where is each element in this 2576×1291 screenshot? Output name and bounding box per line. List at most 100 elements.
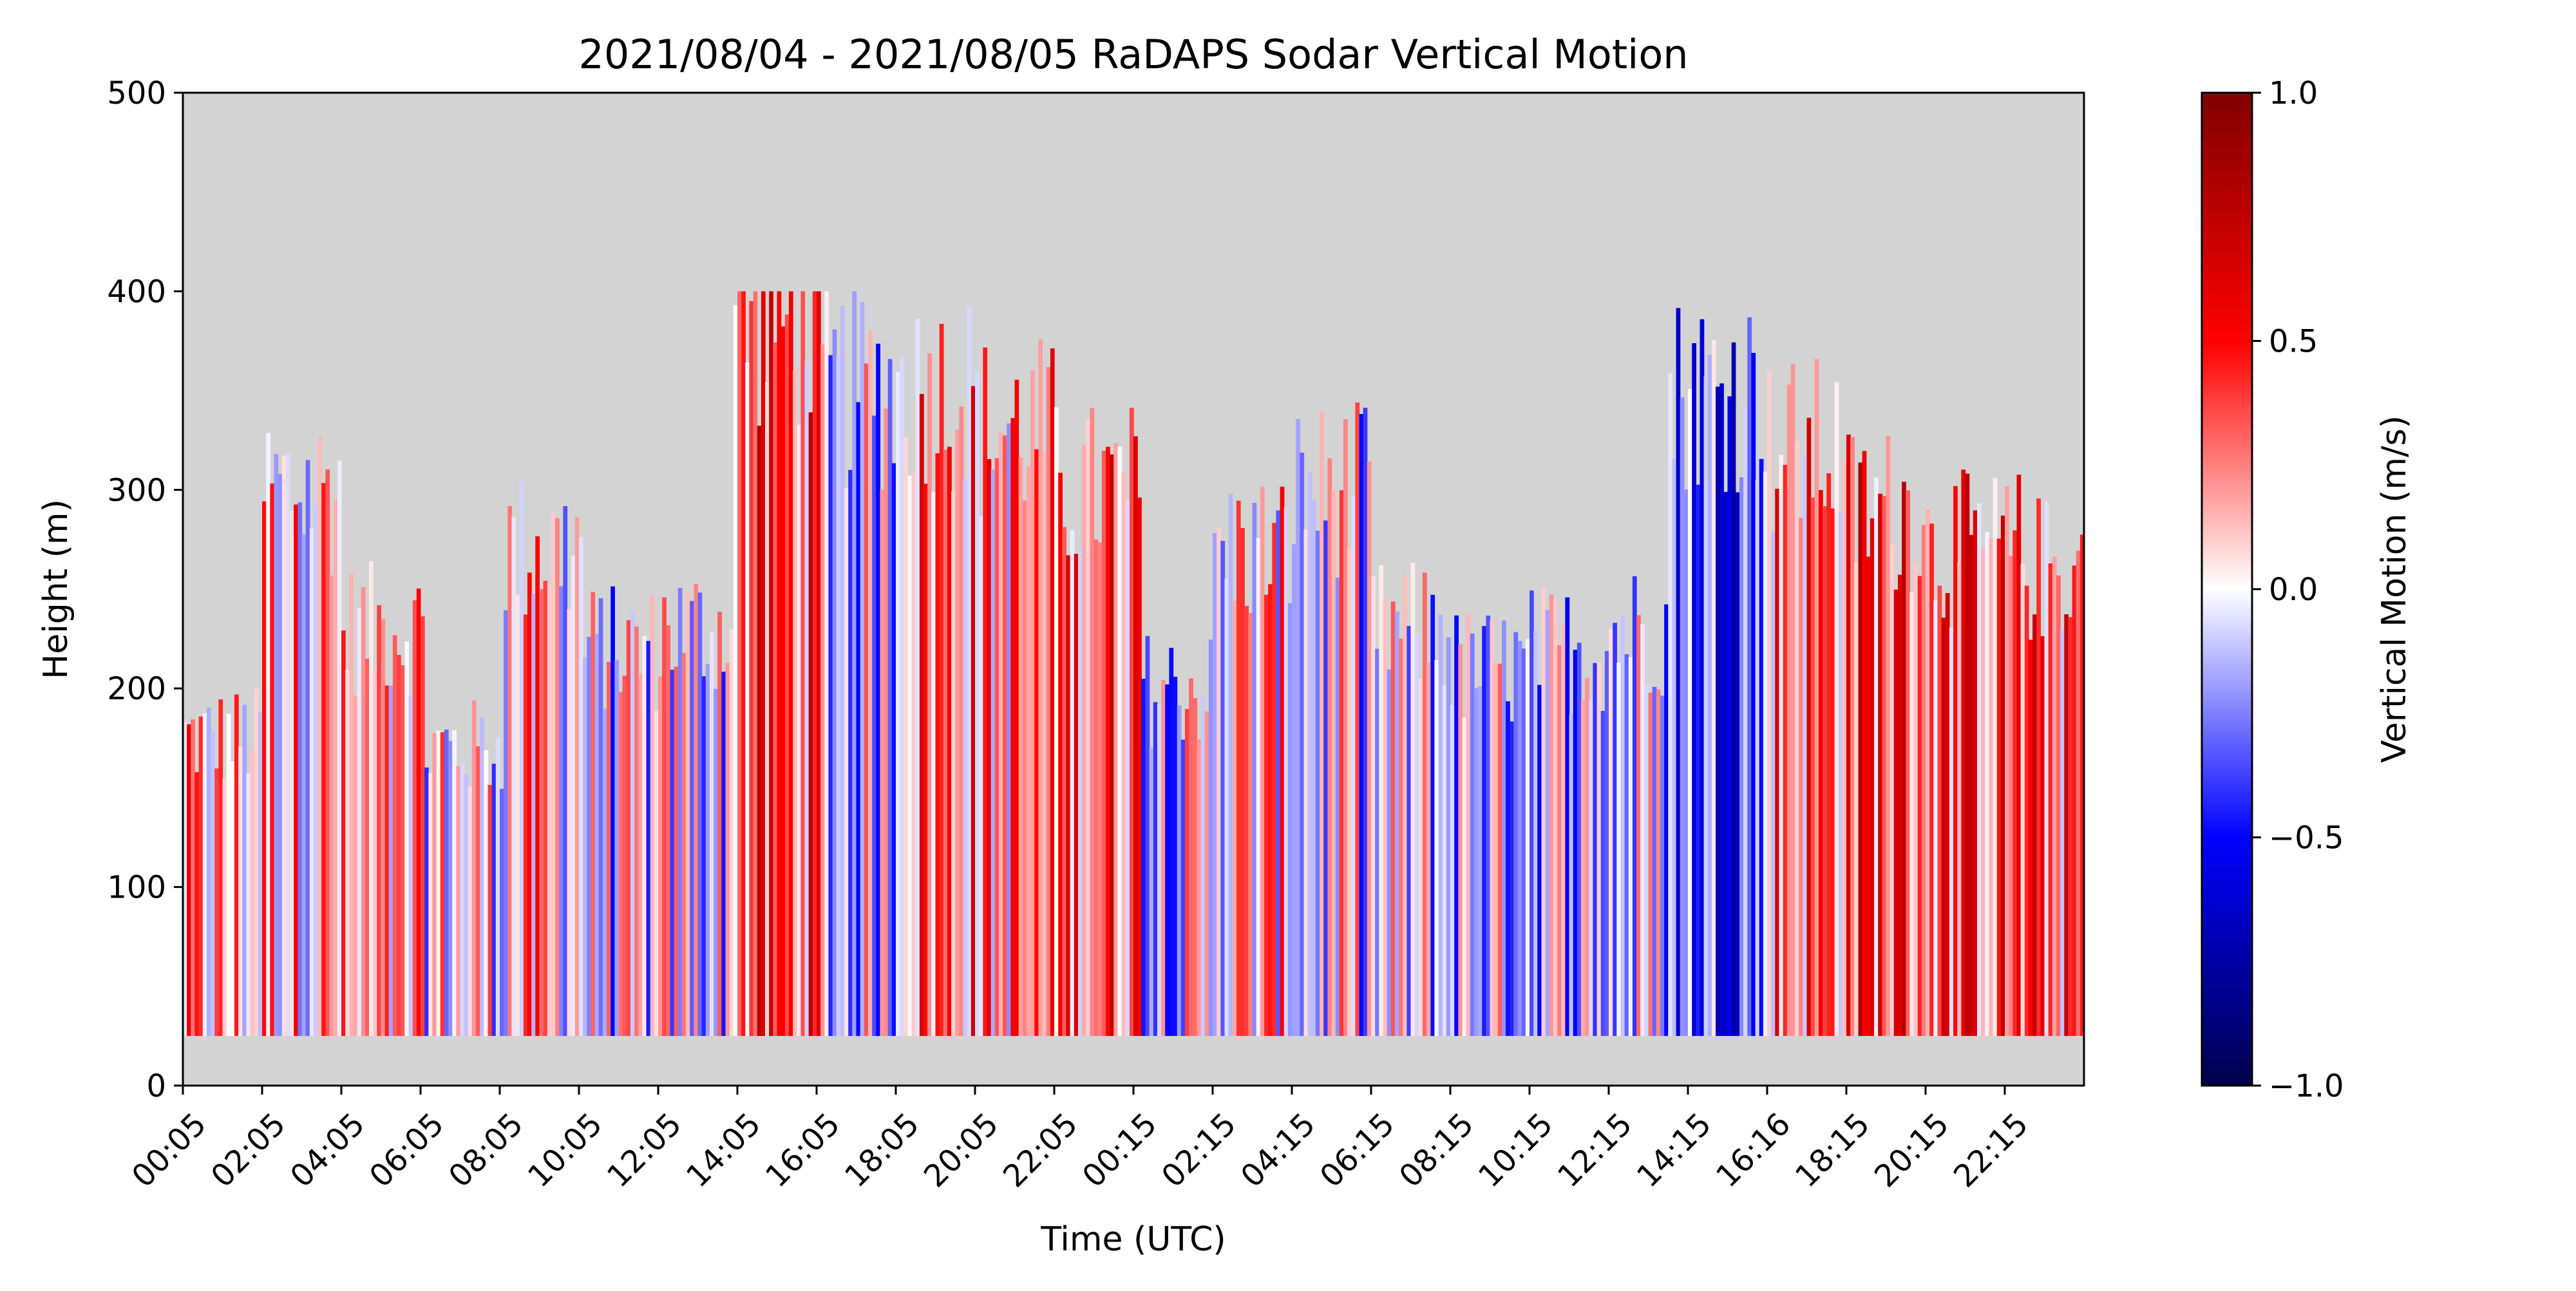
x-tick-label: 04:15 [1234,1106,1322,1194]
heatmap-column [424,768,429,1036]
heatmap-column [904,437,909,1036]
x-tick-label: 06:05 [363,1106,451,1194]
heatmap-column [836,355,841,1036]
heatmap-column [1814,359,1819,1036]
heatmap-column [1390,601,1396,1036]
heatmap-column [1339,490,1344,1036]
heatmap-column [1446,637,1451,1036]
x-tick-label: 06:15 [1313,1106,1401,1194]
heatmap-column [1014,379,1019,1036]
heatmap-column [504,610,508,1036]
heatmap-column [951,491,956,1036]
heatmap-column [1256,538,1261,1036]
heatmap-column [654,711,659,1036]
heatmap-column [1153,702,1158,1036]
heatmap-column [753,291,758,1036]
heatmap-column [1121,472,1126,1036]
heatmap-column [1117,447,1122,1036]
heatmap-column [1929,523,1934,1036]
heatmap-column [781,326,786,1036]
heatmap-column [278,474,283,1036]
heatmap-column [947,446,952,1036]
heatmap-column [943,449,948,1036]
heatmap-column [2009,556,2013,1036]
heatmap-column [444,730,449,1036]
heatmap-column [1755,480,1760,1036]
heatmap-column [1086,419,1090,1036]
heatmap-column [1941,617,1946,1036]
heatmap-column [1996,538,2002,1036]
heatmap-column [1613,623,1617,1036]
heatmap-column [1010,418,1016,1036]
x-tick-label: 02:05 [204,1106,292,1194]
heatmap-column [1347,548,1352,1036]
heatmap-column [484,750,489,1036]
heatmap-column [1767,371,1772,1036]
y-tick-label: 0 [146,1068,166,1104]
heatmap-column [1213,533,1217,1036]
heatmap-column [1042,452,1047,1036]
heatmap-column [1110,454,1114,1036]
heatmap-column [1517,641,1522,1036]
heatmap-column [1208,639,1213,1036]
y-axis-label: Height (m) [37,499,75,679]
heatmap-column [694,583,699,1036]
heatmap-column [1577,643,1582,1036]
heatmap-column [2032,614,2037,1036]
heatmap-column [341,630,346,1036]
heatmap-column [1082,444,1086,1036]
heatmap-column [1355,402,1360,1036]
heatmap-column [1949,627,1954,1036]
heatmap-column [349,573,354,1036]
heatmap-column [887,359,893,1036]
heatmap-column [919,393,924,1036]
heatmap-column [705,664,710,1036]
heatmap-column [939,324,944,1036]
y-tick-label: 500 [107,75,166,111]
heatmap-column [594,634,600,1036]
heatmap-column [392,635,397,1036]
heatmap-column [1759,458,1764,1036]
heatmap-column [1094,539,1099,1036]
heatmap-column [967,307,972,1036]
heatmap-column [2036,498,2041,1036]
heatmap-column [230,761,235,1036]
heatmap-column [325,469,330,1036]
heatmap-column [214,768,219,1036]
heatmap-column [638,674,643,1036]
heatmap-column [543,581,548,1036]
heatmap-column [254,688,259,1036]
heatmap-column [1438,614,1443,1036]
heatmap-column [674,666,679,1036]
heatmap-column [998,432,1003,1036]
heatmap-column [1406,626,1412,1036]
heatmap-column [1834,382,1839,1036]
heatmap-column [2079,534,2084,1036]
heatmap-column [733,305,738,1036]
heatmap-column [202,713,207,1036]
heatmap-column [579,537,583,1036]
heatmap-column [1957,562,1962,1036]
heatmap-column [1165,684,1170,1036]
heatmap-column [788,291,793,1036]
heatmap-column [1189,678,1193,1036]
heatmap-column [1018,457,1023,1036]
heatmap-column [1090,408,1095,1036]
heatmap-column [1790,364,1795,1036]
heatmap-column [361,587,366,1036]
heatmap-column [1296,419,1300,1036]
heatmap-column [1648,692,1653,1036]
heatmap-column [1799,518,1803,1036]
colorbar-tick-label: 1.0 [2269,75,2318,111]
x-tick-label: 22:05 [996,1106,1084,1194]
heatmap-column [1513,632,1519,1036]
heatmap-column [1711,339,1716,1036]
heatmap-column [1185,709,1189,1036]
heatmap-column [1858,462,1863,1036]
x-tick-label: 00:05 [125,1106,213,1194]
heatmap-column [309,528,314,1036]
heatmap-column [804,361,810,1036]
heatmap-column [1933,600,1938,1036]
